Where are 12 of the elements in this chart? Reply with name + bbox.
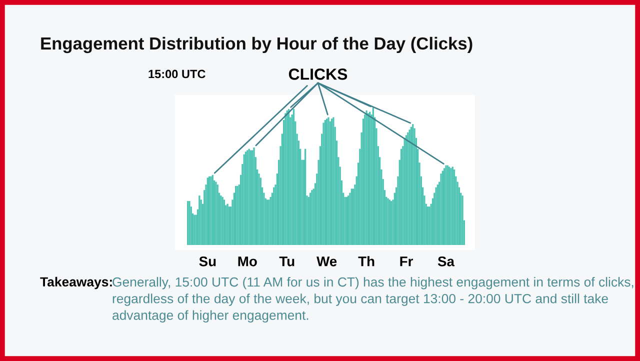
- text: Takeaways:: [40, 276, 112, 290]
- text: 15:00 UTC: [148, 70, 206, 78]
- x-tick-label: Su: [199, 256, 216, 266]
- x-tick-label: Tu: [279, 256, 294, 266]
- x-tick-label: Mo: [238, 256, 257, 266]
- x-tick-label: We: [316, 256, 337, 266]
- x-tick-label: Th: [358, 256, 374, 266]
- text: CLICKS: [288, 68, 348, 80]
- chart-title: Engagement Distribution by Hour of the Day (Clicks): [41, 36, 472, 54]
- x-tick-label: Sa: [438, 256, 455, 266]
- x-tick-label: Fr: [400, 256, 413, 266]
- text: Generally, 15:00 UTC (11 AM for us in CT) has the highest engagement in terms of clicks, regardless of the day of the week, but you can target 13:00 - 20:00 UTC and still take advantage of higher engagement.: [112, 277, 634, 323]
